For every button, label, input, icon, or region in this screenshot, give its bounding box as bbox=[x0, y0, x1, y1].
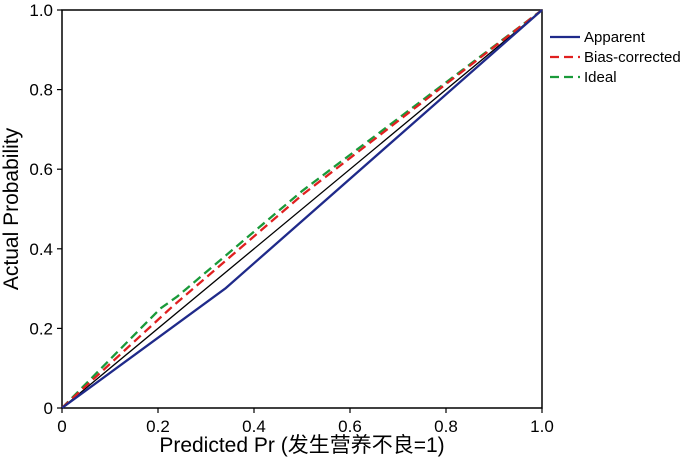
y-axis-ticks: 0 0.2 0.4 0.6 0.8 1.0 bbox=[29, 1, 62, 418]
x-tick-label: 0 bbox=[57, 417, 66, 436]
x-tick-label: 1.0 bbox=[530, 417, 554, 436]
series-line-ideal bbox=[61, 9, 543, 409]
legend-label: Apparent bbox=[584, 29, 646, 46]
series-line-apparent bbox=[61, 9, 543, 409]
legend-label: Ideal bbox=[584, 69, 617, 86]
x-tick-label: 0.6 bbox=[338, 417, 362, 436]
y-tick-label: 0.8 bbox=[29, 81, 53, 100]
y-tick-label: 0.6 bbox=[29, 160, 53, 179]
y-tick-label: 0 bbox=[44, 399, 53, 418]
y-tick-label: 1.0 bbox=[29, 1, 53, 20]
reference-diagonal-line bbox=[61, 9, 543, 409]
series-line-bias-corrected bbox=[61, 9, 543, 409]
x-axis-ticks: 0 0.2 0.4 0.6 0.8 1.0 bbox=[57, 408, 554, 436]
x-tick-label: 0.4 bbox=[242, 417, 266, 436]
legend: Apparent Bias-corrected Ideal bbox=[550, 29, 681, 86]
legend-label: Bias-corrected bbox=[584, 49, 681, 66]
y-axis-title: Actual Probability bbox=[0, 127, 23, 290]
x-tick-label: 0.8 bbox=[434, 417, 458, 436]
y-tick-label: 0.4 bbox=[29, 240, 53, 259]
series-layer bbox=[61, 9, 543, 409]
plot-area bbox=[61, 9, 543, 409]
x-tick-label: 0.2 bbox=[146, 417, 170, 436]
x-axis-title: Predicted Pr (发生营养不良=1) bbox=[159, 434, 444, 457]
plot-frame bbox=[61, 9, 543, 409]
y-tick-label: 0.2 bbox=[29, 319, 53, 338]
